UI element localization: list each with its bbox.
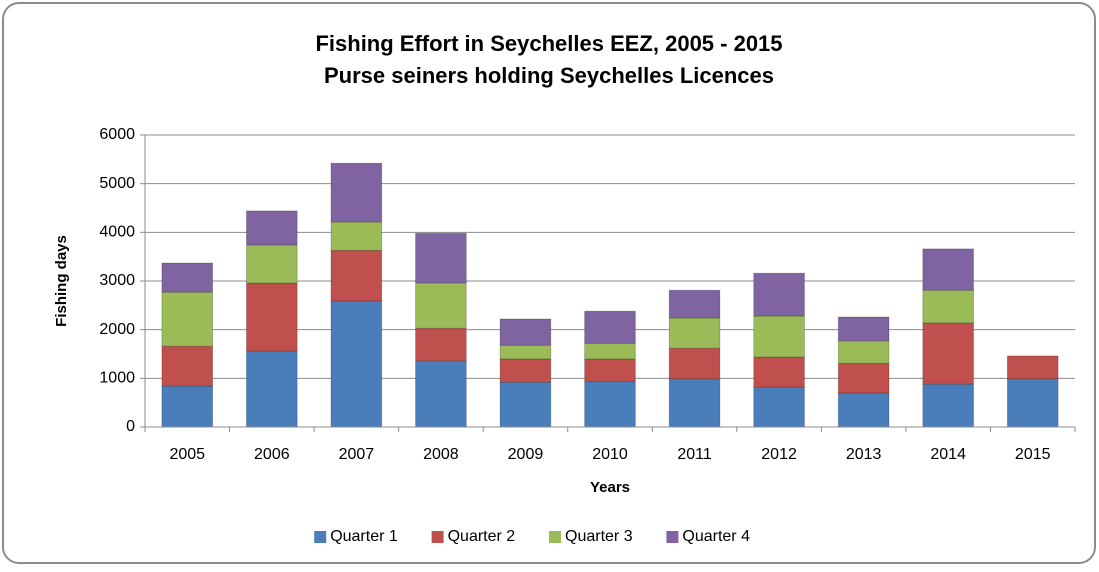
y-axis-label: Fishing days [53,235,70,327]
bar [837,362,890,394]
bar [161,385,214,428]
bar [330,249,383,302]
bar [499,318,552,346]
bar [668,317,721,349]
legend-swatch [314,531,327,543]
y-tick-label: 3000 [99,272,135,289]
x-tick-label: 2005 [169,446,205,463]
bar [753,386,805,428]
bar [499,381,552,428]
bar [499,344,552,360]
y-tick-label: 2000 [99,321,135,338]
bar [668,378,721,428]
bar [584,342,636,360]
y-tick-label: 5000 [99,175,135,192]
bar [246,244,298,284]
y-tick-label: 4000 [99,224,135,241]
x-tick-label: 2013 [846,446,882,463]
bar [668,289,721,319]
x-tick-label: 2008 [423,446,459,463]
y-tick-label: 0 [126,418,135,435]
legend-swatch [666,531,679,543]
x-tick-label: 2012 [761,446,797,463]
bar [753,272,805,317]
bar [415,360,467,428]
bar [668,347,721,380]
x-axis-label: Years [590,479,630,496]
bar [499,358,552,383]
bar [246,350,298,428]
bar [330,300,383,428]
x-tick-label: 2014 [930,446,966,463]
bar [837,316,890,342]
legend-label: Quarter 2 [448,528,516,545]
bar [922,289,974,324]
bar [922,383,974,428]
bar [415,232,467,284]
x-tick-label: 2010 [592,446,628,463]
x-tick-label: 2007 [339,446,375,463]
bar [584,310,636,344]
chart-subtitle: Purse seiners holding Seychelles Licence… [324,63,774,88]
bar [1006,378,1059,428]
bar [415,327,467,362]
bar [161,262,214,293]
legend-label: Quarter 1 [330,528,398,545]
bar [584,358,636,382]
bar [246,282,298,352]
legend-swatch [431,531,444,543]
bar [922,248,974,291]
bar [161,345,214,387]
bar [584,380,636,428]
bar [753,356,805,388]
x-tick-label: 2011 [677,446,712,463]
bar [330,162,383,223]
chart-title: Fishing Effort in Seychelles EEZ, 2005 -… [315,31,782,56]
bar [161,291,214,347]
x-tick-label: 2006 [254,446,290,463]
bar [837,340,890,364]
x-tick-label: 2015 [1015,446,1051,463]
x-tick-label: 2009 [508,446,544,463]
legend-label: Quarter 4 [682,528,750,545]
bar [1006,355,1059,380]
bar [922,322,974,385]
bar [415,282,467,329]
bar [837,392,890,428]
y-tick-label: 6000 [99,126,135,143]
bar [330,221,383,251]
legend-swatch [549,531,561,543]
bar [753,315,805,358]
bar [246,210,298,246]
legend-label: Quarter 3 [565,528,633,545]
y-tick-label: 1000 [99,370,135,387]
